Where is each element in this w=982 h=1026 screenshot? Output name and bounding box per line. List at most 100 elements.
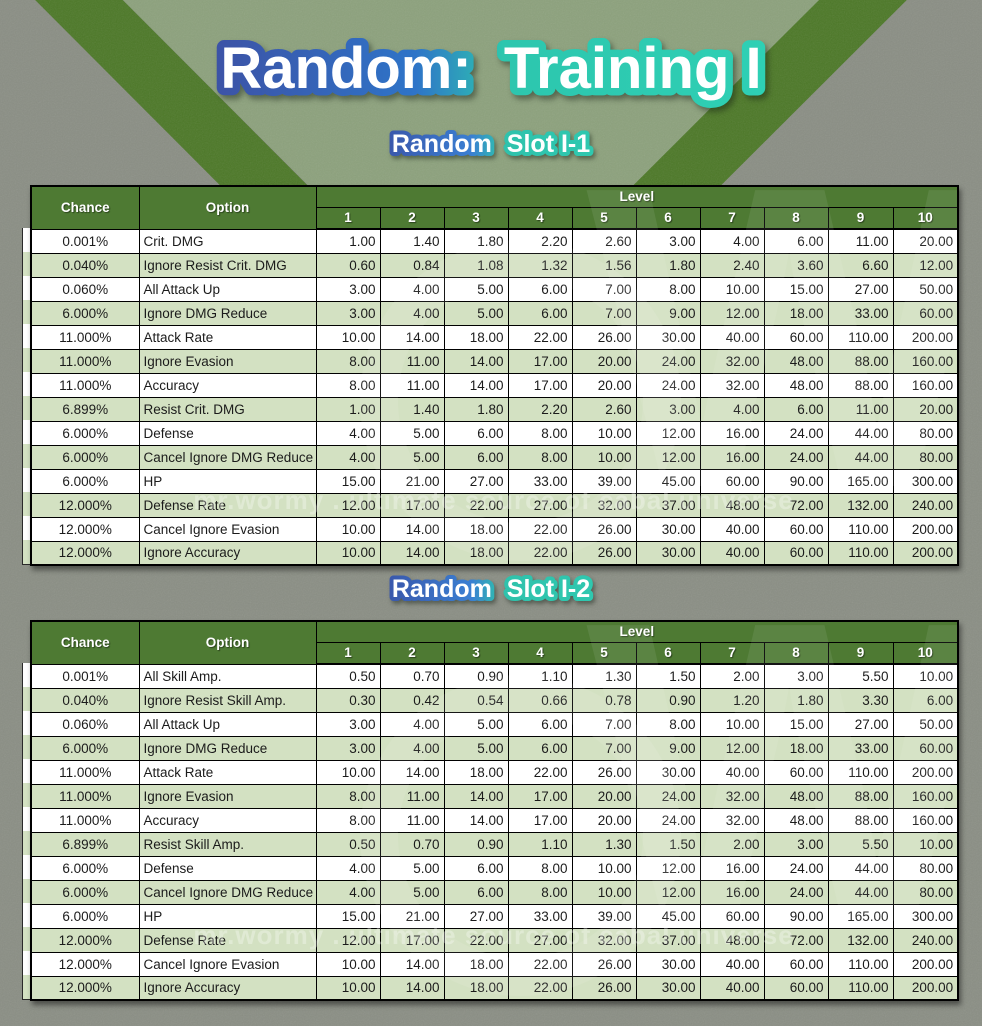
option-cell: Defense [138, 420, 317, 446]
chance-cell: 0.001% [30, 663, 140, 689]
value-cell: 3.00 [315, 735, 381, 761]
level-group-header: Level [315, 185, 959, 208]
value-cell: 160.00 [892, 783, 959, 809]
value-cell: 6.00 [763, 396, 829, 422]
subtitle-2-part-2: Slot I-2 [507, 575, 590, 603]
value-cell: 110.00 [827, 540, 894, 566]
table-row: 6.000% HP 15.00 21.00 27.00 33.00 39.00 45.00 60… [30, 468, 959, 494]
value-cell: 300.00 [892, 903, 959, 929]
value-cell: 3.00 [315, 300, 381, 326]
value-cell: 40.00 [699, 516, 765, 542]
value-cell: 40.00 [699, 540, 765, 566]
value-cell: 24.00 [635, 807, 701, 833]
value-cell: 1.20 [699, 687, 765, 713]
value-cell: 2.60 [571, 396, 637, 422]
value-cell: 240.00 [892, 492, 959, 518]
chance-cell: 6.000% [30, 903, 140, 929]
chance-cell: 6.000% [30, 468, 140, 494]
level-column-header: 4 [507, 641, 573, 665]
value-cell: 72.00 [763, 492, 829, 518]
value-cell: 40.00 [699, 759, 765, 785]
option-cell: Ignore Evasion [138, 783, 317, 809]
value-cell: 4.00 [379, 735, 445, 761]
level-column-header: 10 [892, 641, 959, 665]
page-title: Random: Training I [213, 29, 769, 109]
table-row: 6.899% Resist Crit. DMG 1.00 1.40 1.80 2.20 2.… [30, 396, 959, 422]
value-cell: 32.00 [571, 492, 637, 518]
chance-cell: 6.000% [30, 300, 140, 326]
value-cell: 3.00 [635, 228, 701, 254]
value-cell: 4.00 [315, 420, 381, 446]
value-cell: 3.00 [315, 711, 381, 737]
table-row: 0.060% All Attack Up 3.00 4.00 5.00 6.00 7.00 8… [30, 711, 959, 737]
chance-cell: 12.000% [30, 975, 140, 1001]
value-cell: 2.20 [507, 396, 573, 422]
value-cell: 110.00 [827, 951, 894, 977]
value-cell: 11.00 [379, 372, 445, 398]
value-cell: 14.00 [379, 951, 445, 977]
value-cell: 26.00 [571, 759, 637, 785]
value-cell: 8.00 [507, 855, 573, 881]
value-cell: 12.00 [635, 879, 701, 905]
option-cell: Ignore DMG Reduce [138, 735, 317, 761]
value-cell: 12.00 [699, 735, 765, 761]
value-cell: 32.00 [699, 783, 765, 809]
level-column-header: 3 [443, 641, 509, 665]
table-row: 11.000% Attack Rate 10.00 14.00 18.00 22.00 26… [30, 759, 959, 785]
value-cell: 24.00 [763, 444, 829, 470]
level-column-header: 4 [507, 206, 573, 230]
value-cell: 160.00 [892, 348, 959, 374]
value-cell: 165.00 [827, 903, 894, 929]
value-cell: 11.00 [827, 228, 894, 254]
value-cell: 3.00 [635, 396, 701, 422]
chance-column-header: Chance [30, 620, 140, 665]
value-cell: 60.00 [699, 468, 765, 494]
value-cell: 20.00 [892, 396, 959, 422]
value-cell: 1.32 [507, 252, 573, 278]
value-cell: 18.00 [443, 324, 509, 350]
value-cell: 8.00 [635, 711, 701, 737]
value-cell: 24.00 [763, 855, 829, 881]
value-cell: 72.00 [763, 927, 829, 953]
value-cell: 4.00 [315, 444, 381, 470]
value-cell: 24.00 [635, 783, 701, 809]
table-row: 0.040% Ignore Resist Crit. DMG 0.60 0.84 1.0… [30, 252, 959, 278]
chance-cell: 0.040% [30, 687, 140, 713]
table-row: 0.040% Ignore Resist Skill Amp. 0.30 0.42 0.… [30, 687, 959, 713]
title-part-1: Random: [220, 36, 471, 101]
value-cell: 2.00 [699, 663, 765, 689]
table-row: 6.000% Cancel Ignore DMG Reduce 4.00 5.00 6.… [30, 879, 959, 905]
option-cell: All Attack Up [138, 276, 317, 302]
value-cell: 5.00 [443, 735, 509, 761]
value-cell: 90.00 [763, 468, 829, 494]
level-column-header: 10 [892, 206, 959, 230]
value-cell: 6.00 [507, 735, 573, 761]
svg-text:Random: Training I: Random: Training I [220, 36, 761, 101]
value-cell: 48.00 [763, 372, 829, 398]
value-cell: 10.00 [571, 855, 637, 881]
option-cell: HP [138, 903, 317, 929]
value-cell: 200.00 [892, 516, 959, 542]
chance-cell: 12.000% [30, 951, 140, 977]
value-cell: 1.80 [635, 252, 701, 278]
value-cell: 14.00 [379, 759, 445, 785]
value-cell: 0.70 [379, 831, 445, 857]
value-cell: 10.00 [315, 759, 381, 785]
value-cell: 14.00 [379, 324, 445, 350]
svg-text:Random Slot I-1: Random Slot I-1 [392, 130, 590, 158]
value-cell: 27.00 [827, 276, 894, 302]
value-cell: 1.00 [315, 396, 381, 422]
table-row: 12.000% Cancel Ignore Evasion 10.00 14.00 18… [30, 516, 959, 542]
value-cell: 8.00 [315, 348, 381, 374]
level-column-header: 3 [443, 206, 509, 230]
value-cell: 45.00 [635, 903, 701, 929]
value-cell: 90.00 [763, 903, 829, 929]
value-cell: 44.00 [827, 444, 894, 470]
value-cell: 4.00 [379, 276, 445, 302]
value-cell: 10.00 [571, 879, 637, 905]
value-cell: 24.00 [635, 348, 701, 374]
value-cell: 17.00 [379, 492, 445, 518]
value-cell: 21.00 [379, 468, 445, 494]
value-cell: 22.00 [443, 927, 509, 953]
option-cell: Accuracy [138, 372, 317, 398]
